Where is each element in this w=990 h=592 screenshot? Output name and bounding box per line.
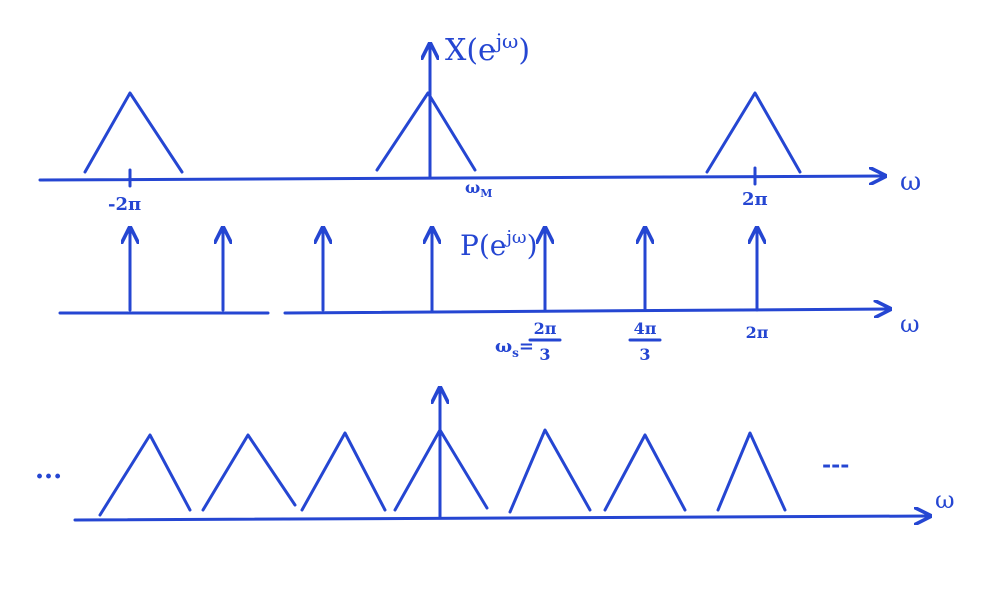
tick-label: -2π xyxy=(108,194,141,215)
triangle xyxy=(393,428,489,512)
tick-label: 3 xyxy=(639,345,650,364)
axis-label: ω xyxy=(900,167,921,197)
tick-label: 3 xyxy=(539,345,550,364)
ellipsis: --- xyxy=(822,452,849,478)
triangle xyxy=(508,428,592,514)
tick-label: 2π xyxy=(742,189,768,210)
tick-label: ωM xyxy=(465,178,492,200)
triangle xyxy=(375,91,477,172)
tick-label: 2π xyxy=(746,323,769,342)
triangle xyxy=(201,433,297,512)
triangle xyxy=(300,431,387,512)
axis xyxy=(73,516,930,520)
axis-label: ω xyxy=(900,310,920,338)
triangle xyxy=(705,91,802,174)
axis-label: ω xyxy=(935,486,955,514)
panel-x: X(ejω) -2π ωM 2π ω xyxy=(38,29,921,215)
tick-label: 2π xyxy=(534,319,557,338)
title: X(ejω) xyxy=(445,29,530,68)
tick-label: ωs= xyxy=(495,336,534,360)
triangle xyxy=(98,433,192,517)
ellipsis: ... xyxy=(35,455,62,485)
title: P(ejω) xyxy=(460,227,538,262)
axis xyxy=(283,309,890,313)
panel-p: P(ejω) ωs= 2π 3 4π 3 2π ω xyxy=(58,227,920,364)
tick-label: 4π xyxy=(634,319,657,338)
triangle xyxy=(603,433,687,512)
axis xyxy=(38,176,885,180)
triangle xyxy=(83,91,184,174)
panel-sum: ... --- ω xyxy=(35,388,955,520)
triangle xyxy=(716,431,787,512)
